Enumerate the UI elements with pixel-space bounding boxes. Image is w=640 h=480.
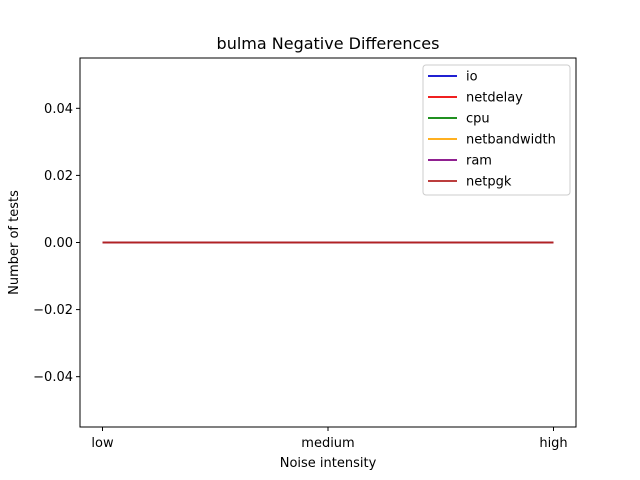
y-tick-label: 0.04 [44,102,73,117]
y-tick-label: −0.02 [33,303,73,318]
legend-label: netbandwidth [466,133,556,148]
legend-box [422,64,571,196]
chart-title: bulma Negative Differences [217,34,440,53]
y-tick-label: −0.04 [33,370,73,385]
legend-label: ram [466,154,492,169]
x-tick-label: low [91,436,114,451]
x-tick-label: high [539,436,567,451]
legend: io netdelay cpu netbandwidth ram netpgk [422,64,571,196]
legend-label: netdelay [466,91,523,106]
y-tick-label: 0.00 [44,236,73,251]
x-axis-label: Noise intensity [280,456,377,471]
legend-label: netpgk [466,175,512,190]
y-axis-label: Number of tests [7,190,22,295]
legend-label: io [466,70,478,85]
y-tick-label: 0.02 [44,169,73,184]
legend-label: cpu [466,112,490,127]
x-tick-label: medium [301,436,354,451]
axis-ticks: low medium high −0.04 −0.02 0.00 0.02 0.04 [33,102,568,451]
